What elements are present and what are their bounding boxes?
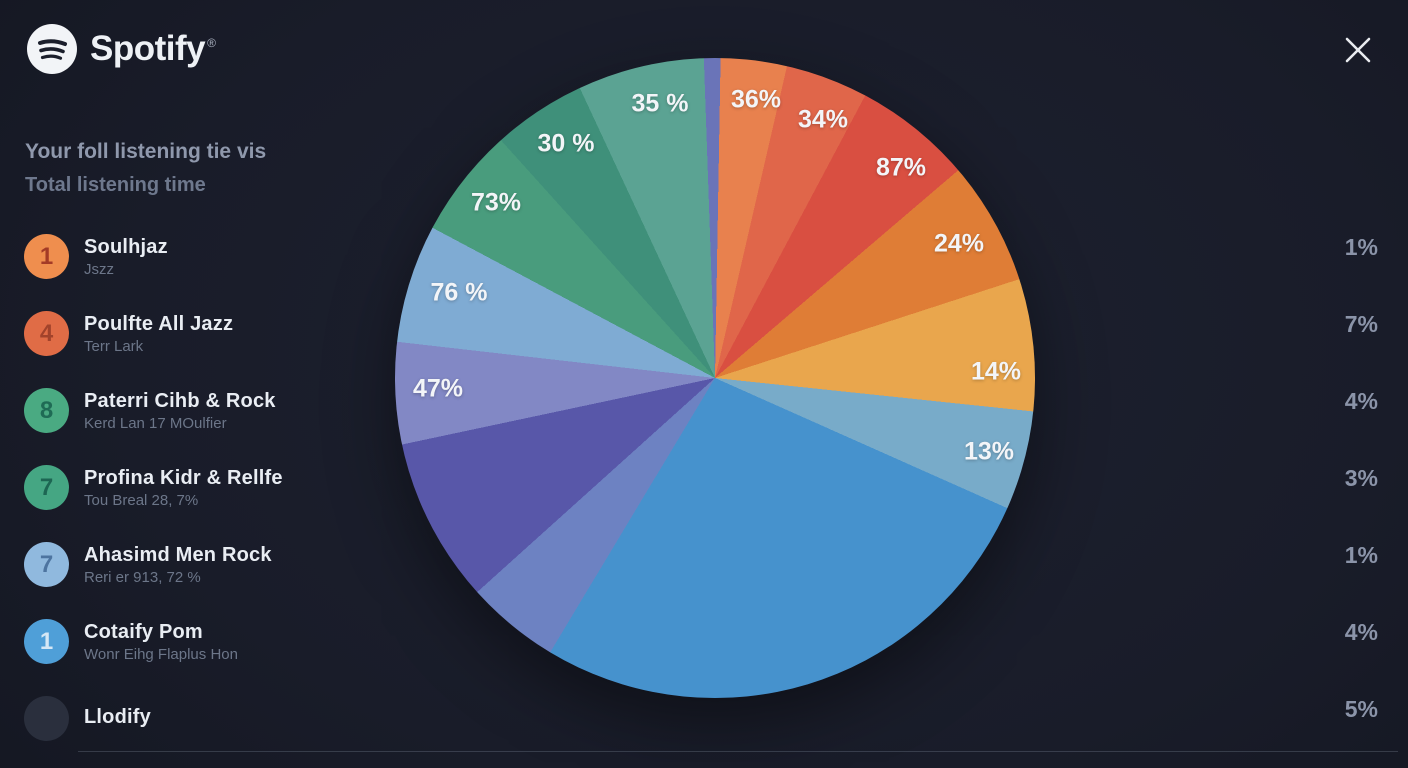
- item-subtitle: Kerd Lan 17 MOulfier: [84, 414, 227, 432]
- item-title: Poulfte All Jazz: [84, 312, 234, 335]
- item-title: Paterri Cihb & Rock: [84, 389, 276, 412]
- rank-badge: 8: [24, 388, 69, 433]
- spotify-logo-icon: [27, 24, 77, 74]
- list-item[interactable]: Llodify 5%: [24, 680, 1378, 757]
- list-item[interactable]: 7 Profina Kidr & Rellfe Tou Breal 28, 7% …: [24, 449, 1378, 526]
- item-subtitle: Tou Breal 28, 7%: [84, 491, 199, 509]
- item-percent: 4%: [1344, 388, 1378, 414]
- rank-badge: 4: [24, 311, 69, 356]
- panel-subtitle-2: Total listening time: [25, 174, 206, 196]
- item-subtitle: Wonr Eihg Flaplus Hon: [84, 645, 238, 663]
- rank-badge: 7: [24, 542, 69, 587]
- item-percent: 3%: [1344, 465, 1378, 491]
- divider: [78, 751, 1398, 752]
- item-title: Llodify: [84, 706, 151, 728]
- list-item[interactable]: 8 Paterri Cihb & Rock Kerd Lan 17 MOulfie…: [24, 372, 1378, 449]
- list-item[interactable]: 4 Poulfte All Jazz Terr Lark 7%: [24, 295, 1378, 372]
- item-percent: 5%: [1344, 696, 1378, 722]
- item-title: Soulhjaz: [84, 235, 168, 258]
- item-percent: 7%: [1344, 311, 1378, 337]
- list-item[interactable]: 1 Cotaify Pom Wonr Eihg Flaplus Hon 4%: [24, 603, 1378, 680]
- list-item[interactable]: 7 Ahasimd Men Rock Reri er 913, 72 % 1%: [24, 526, 1378, 603]
- close-button[interactable]: [1336, 28, 1380, 72]
- rank-badge: [24, 696, 69, 741]
- list-item[interactable]: 1 Soulhjaz Jszz 1%: [24, 218, 1378, 295]
- header: Spotify ®: [26, 23, 216, 75]
- item-percent: 1%: [1344, 234, 1378, 260]
- pie-chart[interactable]: [395, 58, 1035, 698]
- item-percent: 4%: [1344, 619, 1378, 645]
- rank-badge: 1: [24, 619, 69, 664]
- item-percent: 1%: [1344, 542, 1378, 568]
- rank-badge: 1: [24, 234, 69, 279]
- registered-mark: ®: [207, 36, 216, 51]
- brand-title: Spotify ®: [90, 29, 216, 68]
- rank-badge: 7: [24, 465, 69, 510]
- item-subtitle: Terr Lark: [84, 337, 144, 355]
- close-icon: [1345, 37, 1371, 63]
- panel-subtitle-1: Your foll listening tie vis: [25, 140, 267, 163]
- item-subtitle: Jszz: [84, 260, 114, 278]
- item-title: Cotaify Pom: [84, 620, 203, 643]
- item-title: Profina Kidr & Rellfe: [84, 466, 283, 489]
- item-subtitle: Reri er 913, 72 %: [84, 568, 201, 586]
- item-title: Ahasimd Men Rock: [84, 543, 272, 566]
